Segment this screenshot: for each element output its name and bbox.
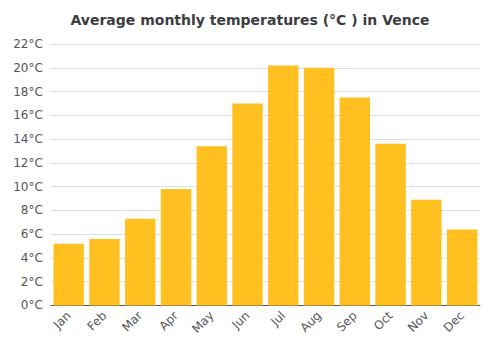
svg-text:Jul: Jul [267, 309, 288, 330]
svg-text:14°C: 14°C [13, 132, 43, 146]
svg-text:0°C: 0°C [21, 298, 43, 312]
svg-text:Average monthly temperatures (: Average monthly temperatures (°C ) in Ve… [70, 12, 429, 28]
svg-text:6°C: 6°C [21, 227, 43, 241]
svg-text:Oct: Oct [371, 308, 396, 333]
svg-text:Sep: Sep [334, 309, 360, 335]
svg-text:Aug: Aug [298, 309, 324, 335]
svg-text:Nov: Nov [405, 309, 431, 335]
svg-text:10°C: 10°C [13, 180, 43, 194]
svg-text:2°C: 2°C [21, 275, 43, 289]
svg-text:Mar: Mar [119, 308, 145, 334]
svg-text:20°C: 20°C [13, 61, 43, 75]
svg-text:Jun: Jun [229, 309, 253, 333]
svg-text:Jan: Jan [50, 309, 74, 333]
svg-text:Dec: Dec [441, 309, 467, 335]
svg-text:Feb: Feb [85, 309, 110, 334]
svg-text:4°C: 4°C [21, 251, 43, 265]
svg-text:18°C: 18°C [13, 85, 43, 99]
svg-text:Apr: Apr [156, 308, 181, 333]
svg-text:12°C: 12°C [13, 156, 43, 170]
svg-text:22°C: 22°C [13, 37, 43, 51]
svg-text:May: May [189, 309, 216, 336]
svg-text:16°C: 16°C [13, 108, 43, 122]
svg-text:8°C: 8°C [21, 203, 43, 217]
